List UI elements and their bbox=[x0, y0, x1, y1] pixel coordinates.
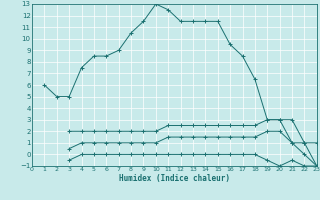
X-axis label: Humidex (Indice chaleur): Humidex (Indice chaleur) bbox=[119, 174, 230, 183]
